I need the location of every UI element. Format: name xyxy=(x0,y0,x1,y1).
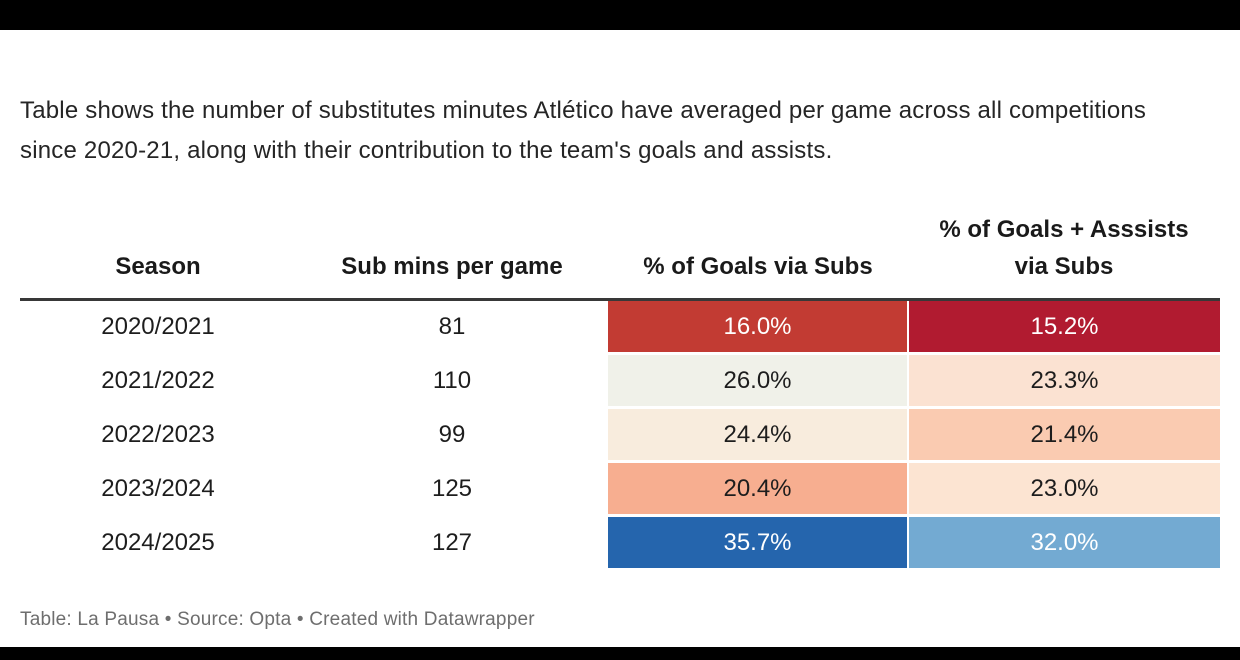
goals-pct-cell: 16.0% xyxy=(608,299,908,355)
table-row: 2024/2025 127 35.7% 32.0% xyxy=(20,515,1220,571)
season-cell: 2020/2021 xyxy=(20,299,296,355)
attribution-footer: Table: La Pausa • Source: Opta • Created… xyxy=(20,609,535,630)
table-row: 2020/2021 81 16.0% 15.2% xyxy=(20,299,1220,355)
season-cell: 2023/2024 xyxy=(20,461,296,517)
data-table: Season Sub mins per game % of Goals via … xyxy=(20,205,1220,571)
goals-pct-cell: 35.7% xyxy=(608,515,908,571)
table-row: 2022/2023 99 24.4% 21.4% xyxy=(20,407,1220,463)
sub-mins-cell: 81 xyxy=(296,299,608,355)
table-row: 2021/2022 110 26.0% 23.3% xyxy=(20,353,1220,409)
goals-assists-pct-cell: 15.2% xyxy=(907,299,1220,355)
season-cell: 2021/2022 xyxy=(20,353,296,409)
column-header-season: Season xyxy=(20,205,296,301)
goals-assists-pct-cell: 21.4% xyxy=(907,407,1220,463)
goals-assists-pct-cell: 23.3% xyxy=(907,353,1220,409)
chart-description: Table shows the number of substitutes mi… xyxy=(20,97,1147,164)
goals-pct-cell: 26.0% xyxy=(608,353,908,409)
table-row: 2023/2024 125 20.4% 23.0% xyxy=(20,461,1220,517)
season-cell: 2022/2023 xyxy=(20,407,296,463)
column-header-sub-mins: Sub mins per game xyxy=(296,205,608,301)
top-black-bar xyxy=(0,0,1240,30)
column-header-goals-pct: % of Goals via Subs xyxy=(608,205,908,301)
chart-content: Table shows the number of substitutes mi… xyxy=(20,97,1220,630)
season-cell: 2024/2025 xyxy=(20,515,296,571)
goals-pct-cell: 24.4% xyxy=(608,407,908,463)
sub-mins-cell: 110 xyxy=(296,353,608,409)
goals-pct-cell: 20.4% xyxy=(608,461,908,517)
table-header-row: Season Sub mins per game % of Goals via … xyxy=(20,205,1220,301)
bottom-black-bar xyxy=(0,647,1240,660)
sub-mins-cell: 99 xyxy=(296,407,608,463)
goals-assists-pct-cell: 32.0% xyxy=(907,515,1220,571)
sub-mins-cell: 127 xyxy=(296,515,608,571)
goals-assists-pct-cell: 23.0% xyxy=(907,461,1220,517)
sub-mins-cell: 125 xyxy=(296,461,608,517)
column-header-goals-assists-pct: % of Goals + Asssists via Subs xyxy=(908,205,1220,301)
